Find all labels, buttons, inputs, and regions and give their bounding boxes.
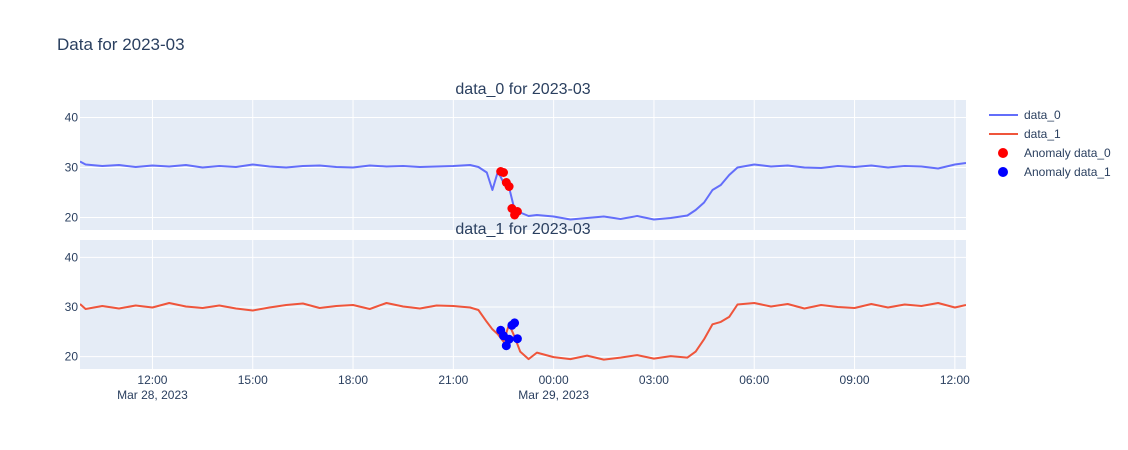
x-tick-label: 00:00	[539, 373, 569, 387]
x-tick-label: 03:00	[639, 373, 669, 387]
x-tick-label: 12:00	[940, 373, 970, 387]
legend: data_0 data_1 Anomaly data_0 Anomaly data_1	[989, 108, 1111, 179]
x-tick-label: 06:00	[739, 373, 769, 387]
x-tick-label: 18:00	[338, 373, 368, 387]
series-line-data_1	[80, 302, 966, 361]
x-tick-label: 21:00	[438, 373, 468, 387]
anomaly-point	[510, 318, 520, 328]
subplot-0: 20 30 40 data_0 for 2023-03	[65, 81, 966, 230]
y-tick-label: 30	[65, 161, 79, 175]
anomaly-point	[504, 334, 514, 344]
legend-label: data_0	[1024, 108, 1061, 122]
legend-item: Anomaly data_1	[998, 165, 1111, 179]
legend-label: Anomaly data_0	[1024, 146, 1111, 160]
plot-area-0	[80, 100, 966, 230]
anomaly-point	[512, 334, 522, 344]
plots-layer: 20 30 40 data_0 for 2023-03 20 30 40 data_1 for…	[65, 81, 966, 369]
y-tick-label: 40	[65, 111, 79, 125]
legend-item: data_1	[989, 127, 1061, 141]
legend-label: Anomaly data_1	[1024, 165, 1111, 179]
series-group-1	[80, 302, 966, 361]
legend-marker-swatch	[998, 167, 1008, 177]
x-tick-date-label: Mar 29, 2023	[518, 388, 589, 402]
x-tick-label: 09:00	[840, 373, 870, 387]
x-tick-label: 15:00	[238, 373, 268, 387]
chart-title: Data for 2023-03	[57, 35, 185, 54]
anomaly-point	[499, 168, 508, 177]
legend-item: data_0	[989, 108, 1061, 122]
y-tick-label: 30	[65, 300, 79, 314]
anomaly-point	[504, 182, 514, 191]
subplot-1: 20 30 40 data_1 for 2023-03	[65, 221, 966, 369]
legend-item: Anomaly data_0	[998, 146, 1111, 160]
y-tick-label: 20	[65, 350, 79, 364]
x-tick-date-label: Mar 28, 2023	[117, 388, 188, 402]
plot-area-1	[80, 240, 966, 369]
legend-marker-swatch	[998, 148, 1008, 158]
y-tick-label: 20	[65, 211, 79, 225]
x-tick-label: 12:00	[137, 373, 167, 387]
y-tick-label: 40	[65, 250, 79, 264]
subplot-title-0: data_0 for 2023-03	[455, 81, 590, 98]
anomaly-point	[512, 207, 522, 216]
subplot-title-1: data_1 for 2023-03	[455, 221, 590, 238]
legend-label: data_1	[1024, 127, 1061, 141]
